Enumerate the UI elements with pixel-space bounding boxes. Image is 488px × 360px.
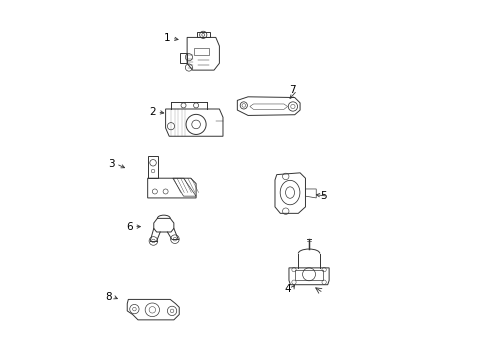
Text: 6: 6 (126, 222, 133, 231)
Text: 3: 3 (108, 159, 115, 169)
Text: 1: 1 (164, 33, 170, 43)
Text: 8: 8 (105, 292, 111, 302)
Text: 7: 7 (289, 85, 296, 95)
Text: 4: 4 (284, 284, 290, 294)
Text: 2: 2 (149, 107, 156, 117)
Text: 5: 5 (320, 191, 326, 201)
